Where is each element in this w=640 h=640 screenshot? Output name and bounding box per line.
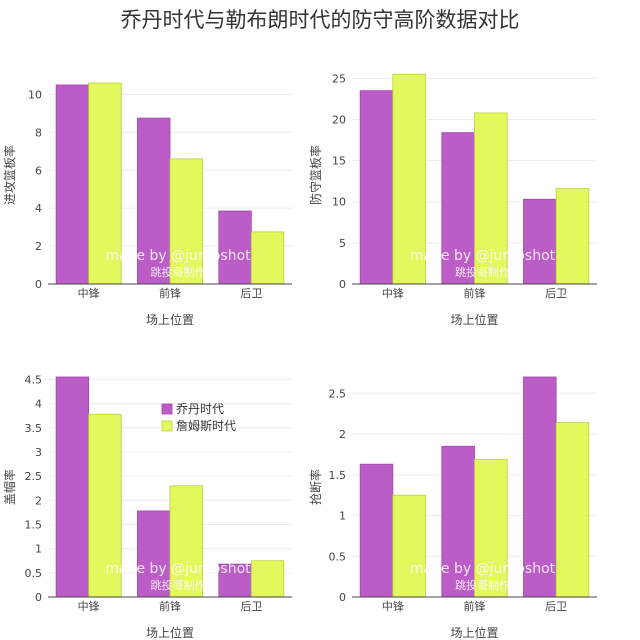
- watermark-text: made by @jumpshot: [410, 561, 556, 577]
- x-axis-label: 场上位置: [146, 312, 194, 327]
- x-tick-label: 前锋: [159, 286, 181, 300]
- y-tick-label: 4.5: [25, 373, 43, 386]
- bar: [218, 563, 252, 598]
- legend-label: 詹姆斯时代: [176, 419, 236, 433]
- legend-swatch: [161, 403, 173, 415]
- bar: [555, 188, 590, 285]
- y-tick-label: 0.5: [329, 550, 347, 563]
- bar: [55, 376, 90, 598]
- y-axis-label: 进攻篮板率: [2, 145, 17, 205]
- y-tick-label: 2.5: [329, 387, 347, 400]
- bar: [392, 494, 426, 598]
- y-axis-label: 盖帽率: [2, 469, 17, 505]
- legend-label: 乔丹时代: [176, 402, 224, 416]
- y-tick-label: 1: [35, 543, 42, 556]
- x-tick-label: 后卫: [545, 287, 567, 300]
- x-tick-label: 中锋: [78, 287, 100, 300]
- bar: [359, 90, 394, 285]
- y-tick-label: 6: [35, 164, 42, 177]
- y-tick-label: 20: [332, 113, 346, 126]
- watermark-subtext: 跳投哥制作: [455, 578, 510, 592]
- y-tick-label: 1.5: [329, 469, 347, 482]
- watermark-text: made by @jumpshot: [105, 561, 251, 577]
- bar: [474, 112, 508, 285]
- y-axis-label: 抢断率: [308, 469, 323, 505]
- x-tick-label: 后卫: [545, 600, 567, 613]
- x-tick-label: 后卫: [240, 287, 262, 300]
- y-tick-label: 5: [339, 237, 346, 250]
- bar: [474, 458, 508, 598]
- y-tick-label: 0: [35, 591, 42, 604]
- bar: [523, 376, 557, 598]
- x-tick-label: 后卫: [240, 600, 262, 613]
- legend-swatch: [161, 420, 173, 432]
- y-tick-label: 0: [35, 278, 42, 291]
- watermark-text: made by @jumpshot: [410, 248, 556, 264]
- watermark-subtext: 跳投哥制作: [151, 578, 206, 592]
- y-axis-label: 防守篮板率: [308, 145, 323, 205]
- y-tick-label: 3: [35, 446, 42, 459]
- y-tick-label: 15: [332, 155, 346, 168]
- x-tick-label: 前锋: [159, 599, 181, 613]
- y-tick-label: 0: [339, 278, 346, 291]
- bar: [523, 198, 557, 285]
- x-axis-label: 场上位置: [146, 625, 194, 640]
- y-tick-label: 0: [339, 591, 346, 604]
- x-axis-label: 场上位置: [450, 625, 498, 640]
- watermark-subtext: 跳投哥制作: [455, 265, 510, 279]
- watermark-subtext: 跳投哥制作: [151, 265, 206, 279]
- x-tick-label: 前锋: [464, 599, 486, 613]
- x-tick-label: 中锋: [382, 600, 404, 613]
- bar: [441, 445, 475, 598]
- y-tick-label: 0.5: [25, 567, 43, 580]
- y-tick-label: 1: [339, 510, 346, 523]
- chart-title: 乔丹时代与勒布朗时代的防守高阶数据对比: [120, 8, 520, 32]
- bar: [137, 117, 171, 285]
- y-tick-label: 8: [35, 126, 42, 139]
- y-tick-label: 4: [35, 398, 42, 411]
- y-tick-label: 1.5: [25, 518, 43, 531]
- y-tick-label: 10: [28, 88, 42, 101]
- bar: [250, 560, 285, 598]
- y-tick-label: 3.5: [25, 422, 43, 435]
- y-tick-label: 2: [35, 494, 42, 507]
- bar: [55, 84, 90, 285]
- x-tick-label: 中锋: [382, 287, 404, 300]
- bar: [250, 231, 285, 285]
- y-tick-label: 25: [332, 72, 346, 85]
- y-tick-label: 2.5: [25, 470, 43, 483]
- y-tick-label: 2: [35, 240, 42, 253]
- y-tick-label: 10: [332, 196, 346, 209]
- bar: [88, 413, 122, 598]
- bar: [359, 463, 394, 598]
- y-tick-label: 2: [339, 428, 346, 441]
- x-axis-label: 场上位置: [450, 312, 498, 327]
- bar: [169, 158, 203, 285]
- y-tick-label: 4: [35, 202, 42, 215]
- bar: [169, 485, 203, 598]
- x-tick-label: 中锋: [78, 600, 100, 613]
- bar: [88, 82, 122, 285]
- watermark-text: made by @jumpshot: [105, 248, 251, 264]
- bar: [137, 510, 171, 598]
- bar: [555, 422, 590, 598]
- bar: [392, 73, 426, 285]
- x-tick-label: 前锋: [464, 286, 486, 300]
